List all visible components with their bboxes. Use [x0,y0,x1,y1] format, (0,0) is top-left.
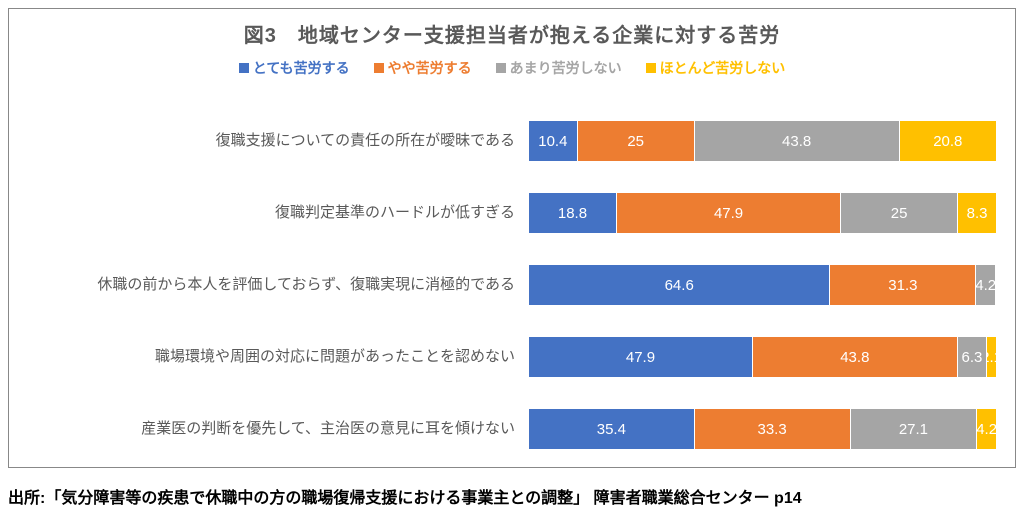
bar-track: 47.943.86.32.1 [529,336,997,378]
bar-segment: 4.2 [976,265,996,305]
bar-segment: 43.8 [695,121,900,161]
bar-row: 休職の前から本人を評価しておらず、復職実現に消極的である64.631.34.2 [9,253,997,317]
source-citation: 出所:「気分障害等の疾患で休職中の方の職場復帰支援における事業主との調整」 障害… [8,484,802,508]
bar-segment: 35.4 [529,409,695,449]
legend-swatch [496,63,506,73]
bar-segment: 47.9 [617,193,841,233]
bar-segment: 2.1 [987,337,997,377]
legend-label: やや苦労する [388,58,472,78]
legend-swatch [239,63,249,73]
legend-label: あまり苦労しない [510,58,622,78]
bar-segment: 47.9 [529,337,753,377]
legend-item: ほとんど苦労しない [646,58,786,78]
legend-item: とても苦労する [239,58,350,78]
bar-row: 職場環境や周囲の対応に問題があったことを認めない47.943.86.32.1 [9,325,997,389]
legend-label: ほとんど苦労しない [660,58,786,78]
category-label: 復職判定基準のハードルが低すぎる [9,203,529,223]
bar-segment: 4.2 [977,409,997,449]
bar-track: 18.847.9258.3 [529,192,997,234]
legend-label: とても苦労する [253,58,350,78]
bar-row: 産業医の判断を優先して、主治医の意見に耳を傾けない35.433.327.14.2 [9,397,997,461]
bar-segment: 6.3 [958,337,987,377]
bar-segment: 31.3 [830,265,976,305]
plot-area: 復職支援についての責任の所在が曖昧である10.42543.820.8復職判定基準… [9,109,997,455]
category-label: 産業医の判断を優先して、主治医の意見に耳を傾けない [9,419,529,439]
bar-segment: 43.8 [753,337,958,377]
bar-segment: 8.3 [958,193,997,233]
legend-item: やや苦労する [374,58,472,78]
bar-row: 復職支援についての責任の所在が曖昧である10.42543.820.8 [9,109,997,173]
category-label: 休職の前から本人を評価しておらず、復職実現に消極的である [9,275,529,295]
bar-segment: 18.8 [529,193,617,233]
bar-segment [996,265,997,305]
bar-segment: 27.1 [851,409,978,449]
bar-track: 64.631.34.2 [529,264,997,306]
legend: とても苦労する やや苦労する あまり苦労しない ほとんど苦労しない [9,58,1015,78]
bar-segment: 20.8 [900,121,997,161]
bar-segment: 25 [578,121,695,161]
legend-swatch [374,63,384,73]
legend-item: あまり苦労しない [496,58,622,78]
bar-segment: 10.4 [529,121,578,161]
category-label: 復職支援についての責任の所在が曖昧である [9,131,529,151]
category-label: 職場環境や周囲の対応に問題があったことを認めない [9,347,529,367]
bar-segment: 33.3 [695,409,851,449]
bar-segment: 25 [841,193,958,233]
bar-row: 復職判定基準のハードルが低すぎる18.847.9258.3 [9,181,997,245]
legend-swatch [646,63,656,73]
bar-track: 35.433.327.14.2 [529,408,997,450]
chart-container: 図3 地域センター支援担当者が抱える企業に対する苦労 とても苦労する やや苦労する… [8,8,1016,468]
bar-segment: 64.6 [529,265,830,305]
chart-title: 図3 地域センター支援担当者が抱える企業に対する苦労 [9,9,1015,48]
bar-track: 10.42543.820.8 [529,120,997,162]
